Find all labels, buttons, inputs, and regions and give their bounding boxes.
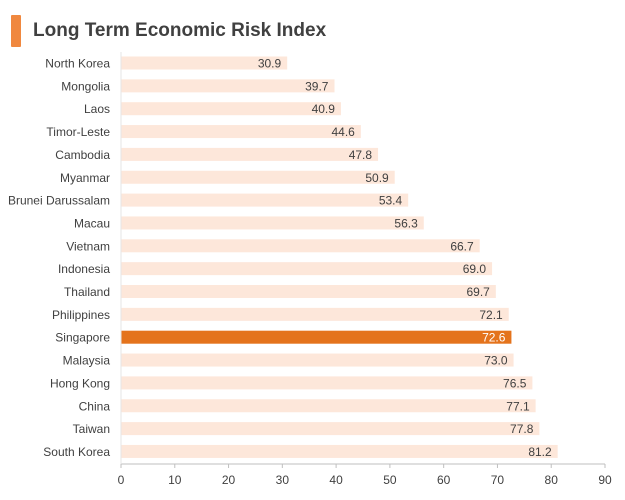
category-label: Philippines [52, 308, 110, 322]
bar [121, 216, 424, 230]
bar [121, 307, 509, 321]
data-label: 53.4 [379, 194, 403, 208]
data-label: 30.9 [258, 57, 282, 71]
category-label: Thailand [64, 285, 110, 299]
data-label: 72.6 [482, 331, 506, 345]
data-label: 81.2 [528, 445, 552, 459]
data-label: 66.7 [450, 239, 474, 253]
data-label: 69.0 [463, 262, 487, 276]
category-label: Hong Kong [50, 376, 110, 390]
bar [121, 285, 496, 298]
category-label: Laos [84, 102, 110, 116]
category-label: Brunei Darussalam [8, 194, 110, 208]
data-label: 56.3 [394, 216, 418, 230]
x-tick-label: 50 [383, 473, 397, 487]
chart-title: Long Term Economic Risk Index [33, 20, 327, 41]
bar [121, 170, 395, 184]
category-label: China [79, 399, 111, 413]
category-label: Cambodia [55, 148, 110, 162]
category-label: North Korea [45, 57, 110, 71]
bar [121, 262, 493, 276]
data-label: 77.1 [506, 399, 530, 413]
x-tick-label: 70 [491, 473, 505, 487]
bar [121, 193, 409, 207]
chart-title-block: Long Term Economic Risk Index [11, 14, 326, 48]
data-label: 77.8 [510, 422, 534, 436]
bar [121, 376, 533, 390]
data-label: 50.9 [365, 171, 389, 185]
bar [121, 147, 379, 161]
category-label: Taiwan [73, 422, 110, 436]
x-tick-label: 10 [168, 473, 182, 487]
bar [121, 102, 341, 116]
bar [121, 353, 514, 367]
data-label: 73.0 [484, 354, 508, 368]
data-label: 39.7 [305, 79, 329, 93]
x-tick-label: 0 [118, 473, 125, 487]
category-label: Singapore [55, 331, 110, 345]
x-tick-label: 90 [598, 473, 612, 487]
bar [121, 399, 536, 413]
category-label: Macau [74, 216, 110, 230]
bar [121, 444, 558, 458]
data-label: 40.9 [312, 102, 336, 116]
bar [121, 56, 288, 70]
category-label: Malaysia [63, 354, 111, 368]
x-tick-label: 80 [545, 473, 559, 487]
data-label: 69.7 [466, 285, 490, 299]
bar [121, 422, 540, 436]
x-tick-label: 60 [437, 473, 451, 487]
data-label: 76.5 [503, 376, 527, 390]
category-label: Myanmar [60, 171, 110, 185]
category-label: Timor-Leste [46, 125, 110, 139]
category-label: Vietnam [66, 239, 110, 253]
category-label: Mongolia [61, 79, 110, 93]
bar [121, 125, 361, 139]
bar [121, 239, 480, 253]
data-label: 72.1 [479, 308, 503, 322]
category-label: Indonesia [58, 262, 110, 276]
x-tick-label: 20 [222, 473, 236, 487]
title-accent-bar [11, 15, 21, 47]
bar-highlighted [121, 330, 512, 344]
data-label: 44.6 [331, 125, 355, 139]
x-tick-label: 40 [329, 473, 343, 487]
x-tick-label: 30 [276, 473, 290, 487]
data-label: 47.8 [349, 148, 373, 162]
bar [121, 79, 335, 93]
category-label: South Korea [43, 445, 110, 459]
